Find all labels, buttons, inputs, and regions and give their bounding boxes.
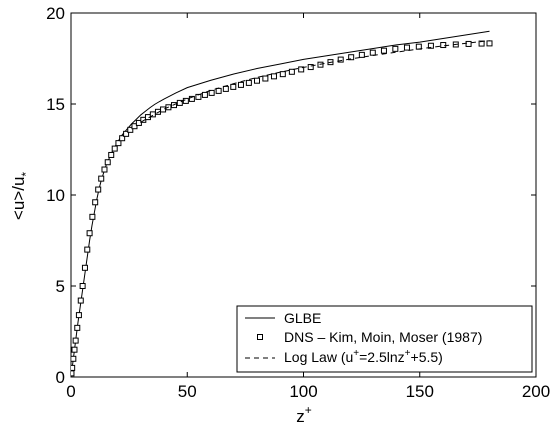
legend-label-loglaw: Log Law (u+=2.5lnz++5.5) <box>284 348 443 365</box>
dns-data-point <box>81 264 88 271</box>
dns-data-point <box>135 119 142 126</box>
y-tick-label: 10 <box>46 186 65 205</box>
dns-data-point <box>486 40 493 47</box>
dns-data-point <box>254 77 260 84</box>
y-tick-label: 15 <box>46 95 65 114</box>
dns-data-point <box>123 130 130 137</box>
legend-label-glbe: GLBE <box>284 310 321 326</box>
dns-data-point <box>104 159 111 166</box>
series-loglaw-line <box>140 40 490 123</box>
dns-data-point <box>71 346 78 353</box>
dns-data-point <box>358 51 365 58</box>
dns-data-point <box>84 246 91 253</box>
dns-data-point <box>89 213 96 220</box>
axis-ticks: 0 50 100 150 200 0 5 10 15 20 <box>46 4 550 401</box>
dns-data-point <box>79 283 86 289</box>
dns-data-point <box>440 42 447 49</box>
x-axis-label: z+ <box>296 403 312 426</box>
dns-data-point <box>119 135 126 142</box>
dns-data-point <box>131 123 138 130</box>
dns-data-point <box>245 79 252 86</box>
dns-data-point <box>86 230 93 237</box>
x-tick-label: 200 <box>522 382 550 401</box>
y-axis-label: <u>/u* <box>9 172 33 221</box>
dns-data-point <box>369 49 376 56</box>
dns-data-point <box>74 324 81 331</box>
dns-data-point <box>201 91 208 98</box>
dns-data-point <box>288 68 295 75</box>
legend: GLBE DNS – Kim, Moin, Moser (1987) Log L… <box>236 305 533 373</box>
dns-data-point <box>71 364 76 371</box>
dns-data-point <box>262 75 269 82</box>
y-tick-label: 5 <box>56 277 65 296</box>
legend-label-dns: DNS – Kim, Moin, Moser (1987) <box>284 329 482 345</box>
dns-data-point <box>92 199 99 206</box>
dns-data-point <box>237 81 244 88</box>
legend-box <box>236 305 533 373</box>
dns-data-point <box>392 45 399 52</box>
dns-data-point <box>403 44 410 51</box>
dns-data-point <box>77 297 84 304</box>
dns-data-point <box>176 99 183 106</box>
dns-data-point <box>108 151 115 158</box>
dns-data-point <box>188 95 195 102</box>
dns-data-point <box>279 71 286 78</box>
dns-data-point <box>72 337 79 344</box>
dns-data-point <box>95 186 102 193</box>
dns-data-point <box>101 166 108 173</box>
dns-data-point <box>427 42 434 49</box>
x-tick-label: 150 <box>406 382 434 401</box>
dns-data-point <box>160 106 167 113</box>
dns-data-point <box>208 89 215 96</box>
dns-data-point <box>307 64 314 71</box>
dns-data-point <box>182 97 189 104</box>
dns-data-point <box>270 73 277 80</box>
dns-data-point <box>380 47 387 54</box>
dns-data-point <box>348 54 355 61</box>
dns-data-point <box>111 145 118 152</box>
dns-data-point <box>337 56 344 63</box>
x-tick-label: 0 <box>66 382 75 401</box>
dns-data-point <box>465 40 472 47</box>
dns-data-point <box>127 126 134 133</box>
dns-data-point <box>298 66 305 73</box>
dns-data-point <box>75 312 82 319</box>
dns-data-point <box>115 140 122 147</box>
x-tick-label: 50 <box>178 382 197 401</box>
dns-data-point <box>71 355 77 362</box>
dns-data-point <box>230 83 237 90</box>
y-tick-label: 20 <box>46 4 65 23</box>
dns-data-point <box>71 370 75 377</box>
legend-key-dns <box>257 334 263 340</box>
dns-data-point <box>98 175 105 182</box>
series-layer <box>71 30 493 377</box>
x-tick-label: 100 <box>289 382 317 401</box>
dns-data-point <box>222 85 229 92</box>
y-tick-label: 0 <box>56 368 65 387</box>
